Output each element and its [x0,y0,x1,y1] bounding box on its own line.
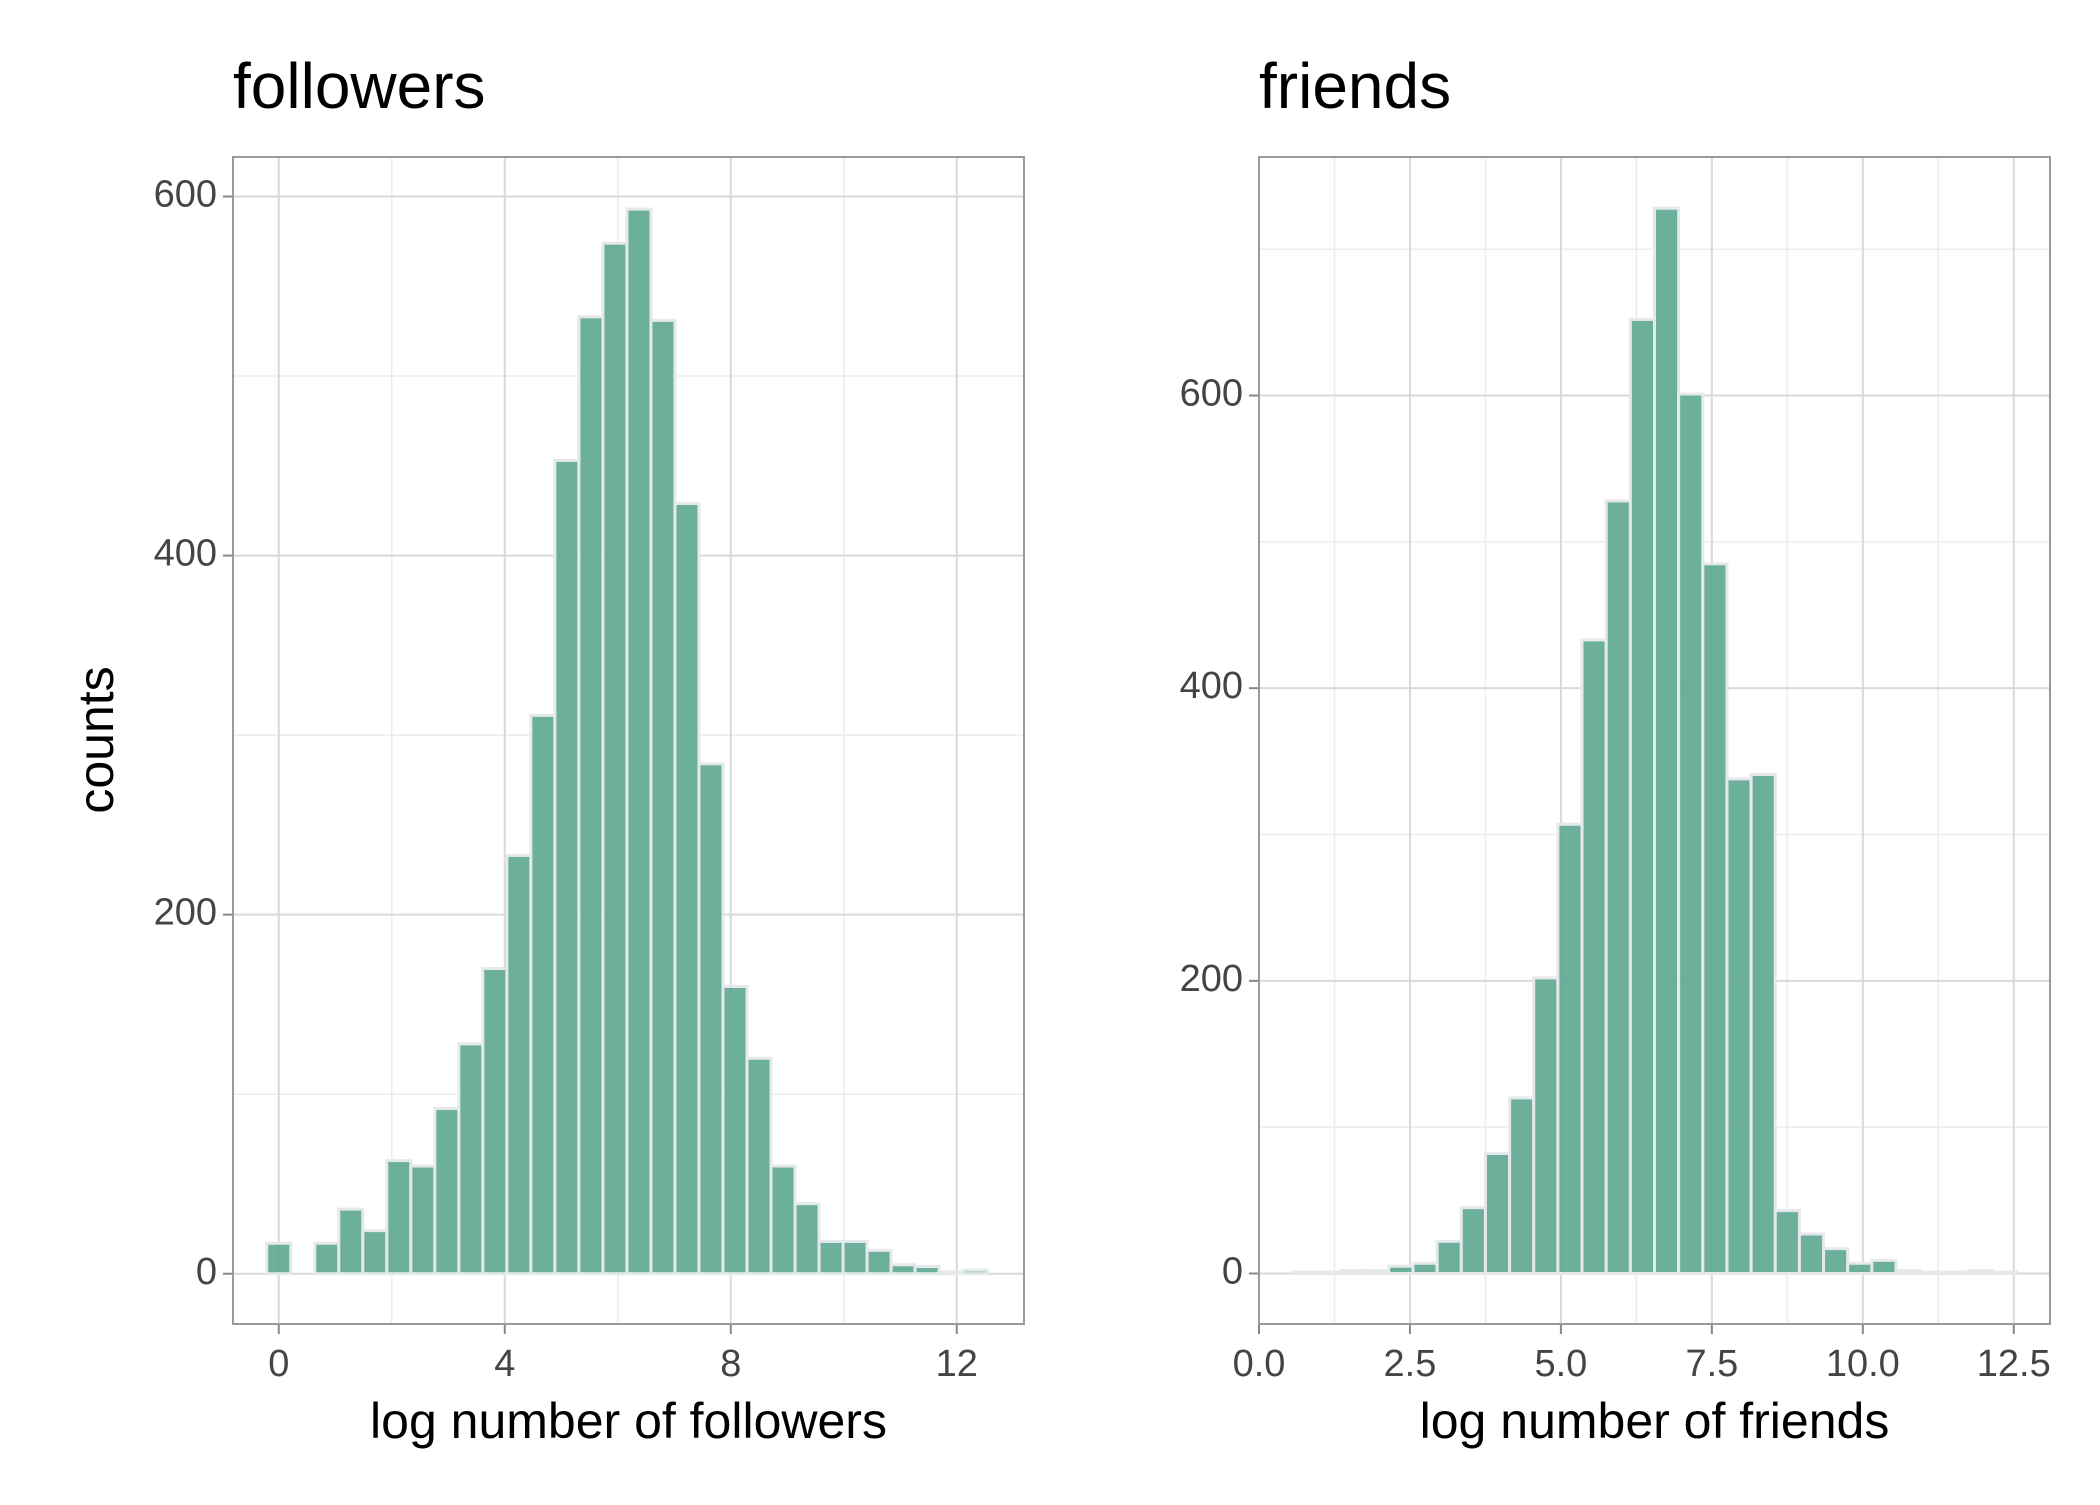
bar [673,502,701,1276]
bar [601,241,629,1276]
bar [481,967,509,1276]
bar [1677,392,1705,1276]
bar [1991,1270,2019,1276]
x-tick-label: 5.0 [1534,1343,1587,1385]
bar [1508,1096,1536,1276]
bar [1435,1239,1463,1276]
x-tick-label: 10.0 [1826,1343,1900,1385]
x-axis-label: log number of followers [370,1393,887,1449]
bar [1483,1152,1512,1276]
bar [697,762,725,1276]
y-tick-label: 0 [1222,1251,1243,1293]
bar [745,1056,773,1276]
y-tick-label: 200 [154,892,217,934]
bar [529,713,557,1276]
bar [433,1107,461,1276]
bar [1339,1269,1367,1276]
bar [1556,822,1584,1276]
bar [337,1207,365,1276]
bar [457,1042,485,1276]
bar [1701,562,1729,1276]
bar [265,1241,293,1276]
y-tick-label: 400 [1180,665,1243,707]
x-tick-label: 7.5 [1685,1343,1738,1385]
bar [1749,773,1777,1276]
panel: 0 4 8 12 0 200 400 600 followers log number of fo… [154,50,1025,1449]
bar [1387,1264,1415,1276]
x-tick-label: 4 [494,1343,515,1385]
plot-border [1258,156,2051,1325]
y-tick-label: 200 [1180,958,1243,1000]
bar [553,458,581,1276]
bar [505,853,533,1276]
y-tick-label: 600 [1180,373,1243,415]
bar [841,1239,869,1276]
bar [961,1268,989,1276]
bar [1314,1270,1343,1276]
bar [313,1241,341,1276]
bar [1918,1270,1946,1276]
bar [721,984,749,1276]
x-tick-label: 2.5 [1384,1343,1437,1385]
plot-border [232,156,1025,1325]
bar [385,1159,413,1276]
bar [1411,1261,1439,1276]
panel: 0.0 2.5 5.0 7.5 10.0 12.5 0 200 400 600 friends log… [1180,50,2051,1449]
bar [817,1239,845,1276]
y-tick-label: 400 [154,533,217,575]
bar [1363,1269,1391,1276]
chart-title: friends [1259,50,1451,122]
bar [625,207,653,1276]
x-axis-label: log number of friends [1420,1393,1890,1449]
bar [1797,1232,1826,1276]
bar [577,315,605,1276]
bar [1822,1247,1850,1276]
bar [1653,206,1681,1276]
bar [649,318,677,1276]
y-tick-label: 0 [196,1251,217,1293]
x-tick-label: 0.0 [1233,1343,1286,1385]
bar [1459,1206,1487,1276]
bar [1725,777,1753,1276]
bar [865,1248,893,1276]
bar [1870,1258,1898,1276]
bar [913,1265,941,1276]
y-tick-label: 600 [154,174,217,216]
bar [793,1202,821,1276]
bar [1894,1269,1922,1276]
bar [937,1270,965,1276]
bar [1290,1270,1318,1276]
bar [889,1263,917,1276]
bar [1773,1209,1801,1276]
x-tick-label: 12 [936,1343,978,1385]
bar [361,1229,389,1276]
bar [1532,976,1560,1276]
x-tick-label: 12.5 [1977,1343,2051,1385]
bar [769,1164,797,1276]
bar [1628,317,1656,1276]
bar [409,1164,437,1276]
bar [1604,499,1632,1276]
bar [1966,1269,1995,1276]
bar [1846,1261,1874,1276]
y-axis-label: counts [68,666,124,813]
bar [1942,1270,1970,1276]
chart-title: followers [233,50,486,122]
x-tick-label: 8 [720,1343,741,1385]
bar [1580,638,1608,1276]
x-tick-label: 0 [268,1343,289,1385]
